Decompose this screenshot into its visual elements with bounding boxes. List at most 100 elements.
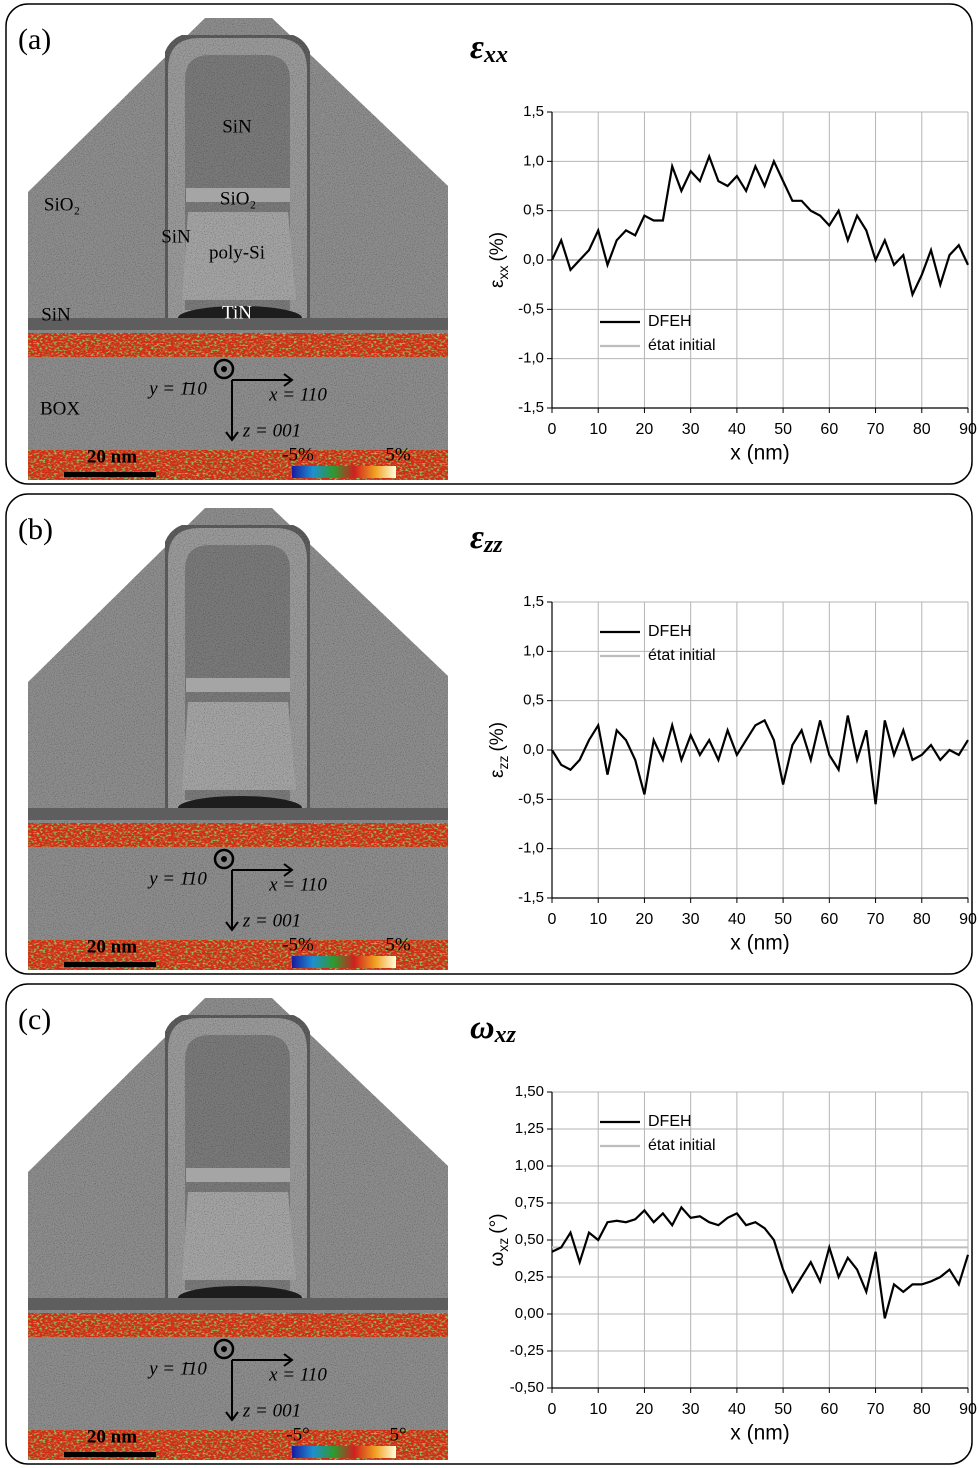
image-label: x = 110 xyxy=(268,1364,327,1385)
x-tick-label: 70 xyxy=(867,911,885,928)
image-label: 5% xyxy=(385,934,411,955)
x-tick-label: 70 xyxy=(867,421,885,438)
x-tick-label: 60 xyxy=(820,1401,838,1418)
image-label: 5° xyxy=(389,1424,406,1445)
y-tick-label: 0,0 xyxy=(523,251,544,268)
chart: εzz-1,5-1,0-0,50,00,51,01,50 10 20 30 40 50 60… xyxy=(470,519,977,955)
x-tick-label: 50 xyxy=(774,911,792,928)
poly-si xyxy=(182,702,296,790)
y-axis-symbol xyxy=(213,1338,235,1360)
gate-oxide xyxy=(186,678,290,692)
scale-bar xyxy=(64,962,156,967)
poly-si xyxy=(182,1192,296,1280)
image-label: -5° xyxy=(286,1424,309,1445)
image-label: SiN xyxy=(161,226,191,247)
x-axis-label: x (nm) xyxy=(730,442,790,465)
sin-layer xyxy=(28,808,448,820)
chart-title-subscript: xx xyxy=(483,42,508,68)
chart-title: εxx xyxy=(470,29,508,68)
tem-image: SiN SiO₂ SiO₂ SiN poly-Si SiN TiN BOX y = 1̄10 x … xyxy=(28,18,448,480)
data-line xyxy=(551,1205,970,1319)
y-axis-symbol xyxy=(213,848,235,870)
y-tick-label: 0,5 xyxy=(523,692,544,709)
y-tick-label: 0,5 xyxy=(523,202,544,219)
x-axis-label: x (nm) xyxy=(730,1422,790,1445)
x-tick-label: 80 xyxy=(913,1401,931,1418)
x-tick-label: 20 xyxy=(636,421,654,438)
panel-border xyxy=(5,3,973,485)
image-label: z = 001 xyxy=(242,910,301,931)
z-arrow xyxy=(225,870,239,932)
image-label: y = 1̄10 xyxy=(147,868,207,889)
y-tick-label: -0,5 xyxy=(518,300,544,317)
image-label: z = 001 xyxy=(242,1400,301,1421)
chart: ωxz-0,50-0,250,000,250,500,751,001,251,5… xyxy=(470,1009,977,1445)
panel-border xyxy=(5,983,973,1465)
data-line xyxy=(551,715,969,805)
x-tick-label: 70 xyxy=(867,1401,885,1418)
image-label: poly-Si xyxy=(209,242,265,263)
image-label: x = 110 xyxy=(268,874,327,895)
panel-label: (c) xyxy=(18,1003,51,1036)
y-tick-label: -0,5 xyxy=(518,790,544,807)
x-tick-label: 0 xyxy=(548,421,557,438)
image-label: BOX xyxy=(40,398,80,419)
x-tick-label: 40 xyxy=(728,911,746,928)
sin-layer xyxy=(28,1298,448,1310)
x-tick-label: 10 xyxy=(589,1401,607,1418)
chart-title-subscript: zz xyxy=(483,532,503,558)
z-arrow xyxy=(225,380,239,442)
image-label: TiN xyxy=(222,302,252,323)
x-arrow xyxy=(232,1353,294,1367)
x-axis-label: x (nm) xyxy=(730,932,790,955)
y-axis-label-unit: (%) xyxy=(487,232,508,262)
legend-label: état initial xyxy=(648,1137,716,1154)
x-tick-label: 40 xyxy=(728,1401,746,1418)
y-axis-label-subscript: xz xyxy=(495,1238,511,1252)
chart-title: εzz xyxy=(470,519,503,558)
y-tick-label: -1,0 xyxy=(518,350,544,367)
y-tick-label: 1,0 xyxy=(523,642,544,659)
x-tick-label: 90 xyxy=(959,1401,977,1418)
image-label: SiN xyxy=(41,304,71,325)
y-tick-label: 1,00 xyxy=(515,1157,544,1174)
x-tick-label: 40 xyxy=(728,421,746,438)
y-axis-dot xyxy=(221,366,227,372)
data-line xyxy=(551,153,969,298)
legend-label: DFEH xyxy=(648,1113,692,1130)
image-label: SiO₂ xyxy=(220,188,256,209)
x-tick-label: 30 xyxy=(682,1401,700,1418)
x-tick-label: 30 xyxy=(682,421,700,438)
scale-bar xyxy=(64,472,156,477)
panel-border xyxy=(5,493,973,975)
legend-label: DFEH xyxy=(648,623,692,640)
y-tick-label: 1,5 xyxy=(523,103,544,120)
chart-title-symbol: ε xyxy=(470,29,484,66)
y-tick-label: 1,25 xyxy=(515,1120,544,1137)
strain-map-noise xyxy=(28,1313,448,1337)
y-axis-label-unit: (%) xyxy=(487,722,508,752)
strain-map-noise xyxy=(28,333,448,357)
poly-si xyxy=(182,212,296,300)
y-tick-label: -0,25 xyxy=(510,1342,544,1359)
y-tick-label: -1,5 xyxy=(518,889,544,906)
image-label: z = 001 xyxy=(242,420,301,441)
color-bar xyxy=(292,1446,396,1458)
x-tick-label: 20 xyxy=(636,911,654,928)
chart-title: ωxz xyxy=(470,1009,517,1048)
x-tick-label: 60 xyxy=(820,911,838,928)
y-tick-label: 0,75 xyxy=(515,1194,544,1211)
image-label: -5% xyxy=(282,934,314,955)
color-bar xyxy=(292,956,396,968)
x-tick-label: 90 xyxy=(959,911,977,928)
image-label: y = 1̄10 xyxy=(147,1358,207,1379)
x-tick-label: 20 xyxy=(636,1401,654,1418)
gate-oxide xyxy=(186,1168,290,1182)
y-tick-label: 0,25 xyxy=(515,1268,544,1285)
x-tick-label: 90 xyxy=(959,421,977,438)
y-tick-label: -1,0 xyxy=(518,840,544,857)
chart: εxx-1,5-1,0-0,50,00,51,01,50 10 20 30 40 50 60… xyxy=(470,29,977,465)
y-tick-label: 0,0 xyxy=(523,741,544,758)
